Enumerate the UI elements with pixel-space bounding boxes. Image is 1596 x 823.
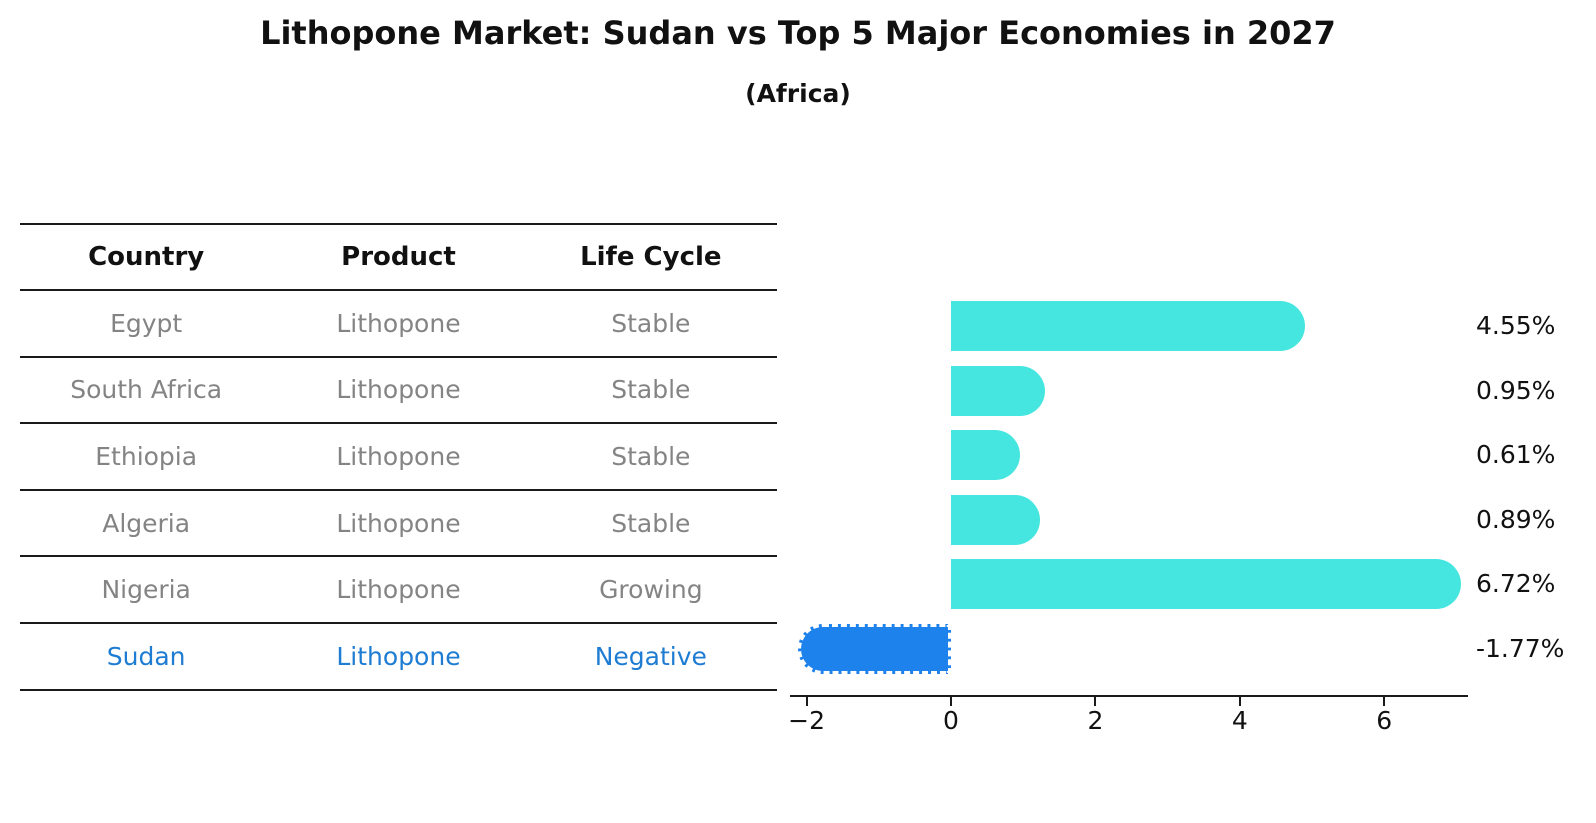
bar-value-label: 6.72% (1476, 569, 1556, 598)
table-cell-life_cycle: Stable (611, 441, 691, 471)
table-cell-product: Lithopone (336, 375, 461, 405)
table-cell-life_cycle: Negative (594, 641, 707, 671)
table-cell-life_cycle: Stable (611, 308, 691, 338)
table-cell-product: Lithopone (336, 441, 461, 471)
chart-title: Lithopone Market: Sudan vs Top 5 Major E… (260, 14, 1336, 52)
bar-value-label: 0.61% (1476, 440, 1556, 469)
bar-value-label: 0.95% (1476, 375, 1556, 405)
table-cell-life_cycle: Stable (611, 375, 691, 405)
bar-value-label: 0.89% (1476, 504, 1556, 534)
bar-value-label: -1.77% (1476, 633, 1565, 663)
table-row: South Africa Lithopone Stable (20, 358, 777, 425)
table-row: Nigeria Lithopone Growing (20, 557, 777, 624)
table-cell-country: Nigeria (101, 575, 191, 605)
table-cell-product: Lithopone (336, 508, 461, 538)
x-tick-label: −2 (788, 706, 826, 735)
table-cell-life_cycle: Stable (611, 508, 691, 538)
bar-algeria (951, 494, 1041, 545)
table-row: Algeria Lithopone Stable (20, 491, 777, 558)
table-cell-country: Egypt (110, 308, 183, 338)
header-cell-lifecycle: Life Cycle (580, 242, 722, 272)
header-cell-product: Product (341, 242, 456, 272)
bar-nigeria (951, 559, 1462, 609)
bar-sudan (798, 623, 951, 674)
x-tick-mark (1238, 697, 1241, 706)
x-tick-mark (805, 697, 808, 706)
x-axis-line (790, 695, 1468, 697)
table-row: Ethiopia Lithopone Stable (20, 424, 777, 491)
table-row: Sudan Lithopone Negative (20, 624, 777, 691)
table-cell-product: Lithopone (336, 641, 461, 671)
x-tick-label: 6 (1376, 706, 1393, 735)
bar-egypt (951, 301, 1305, 351)
table-cell-country: Ethiopia (95, 441, 198, 471)
x-tick-label: 4 (1231, 706, 1248, 735)
table-cell-product: Lithopone (336, 308, 461, 338)
comparison-table: Country Product Life Cycle Egypt Lithopon… (20, 223, 777, 691)
x-tick-mark (1383, 697, 1386, 706)
x-tick-mark (950, 697, 952, 706)
x-tick-mark (1094, 697, 1097, 706)
bar-ethiopia (951, 430, 1021, 480)
table-cell-country: South Africa (70, 375, 223, 405)
bar-value-label: 4.55% (1476, 311, 1556, 340)
table-body: Egypt Lithopone Stable South Africa Lithopon… (20, 291, 777, 691)
table-cell-product: Lithopone (336, 575, 461, 605)
header-cell-country: Country (88, 242, 205, 272)
table-header-row: Country Product Life Cycle (20, 223, 777, 291)
chart-subtitle: (Africa) (745, 79, 851, 108)
x-tick-label: 2 (1087, 706, 1104, 735)
table-cell-country: Sudan (106, 641, 186, 671)
bar-south-africa (951, 365, 1045, 416)
x-tick-label: 0 (943, 706, 959, 735)
table-cell-life_cycle: Growing (599, 575, 703, 605)
table-row: Egypt Lithopone Stable (20, 291, 777, 358)
table-cell-country: Algeria (102, 508, 191, 538)
